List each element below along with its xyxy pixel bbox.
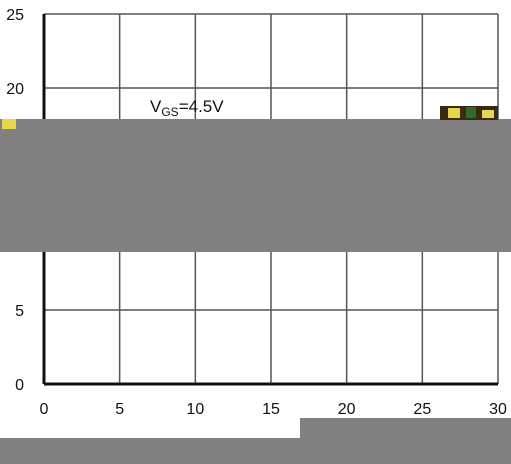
y-tick-label: 5	[15, 303, 24, 320]
x-tick-labels: 0 5 10 15 20 25 30	[40, 401, 507, 418]
y-tick-labels: 0 5 20 25	[6, 7, 24, 394]
x-tick-label: 15	[262, 401, 280, 418]
x-tick-label: 10	[186, 401, 204, 418]
y-tick-label: 20	[6, 81, 24, 98]
x-tick-label: 0	[40, 401, 49, 418]
thumbnail-image	[440, 106, 498, 120]
yellow-mark	[2, 119, 16, 129]
redaction-block-middle	[0, 119, 511, 252]
x-tick-label: 25	[413, 401, 431, 418]
x-tick-label: 30	[489, 401, 507, 418]
y-tick-label: 0	[15, 377, 24, 394]
redaction-block-bottom-right	[300, 418, 511, 464]
vgs-annotation: VGS=4.5V	[150, 97, 224, 119]
y-tick-label: 25	[6, 7, 24, 24]
x-tick-label: 20	[338, 401, 356, 418]
x-tick-label: 5	[115, 401, 124, 418]
